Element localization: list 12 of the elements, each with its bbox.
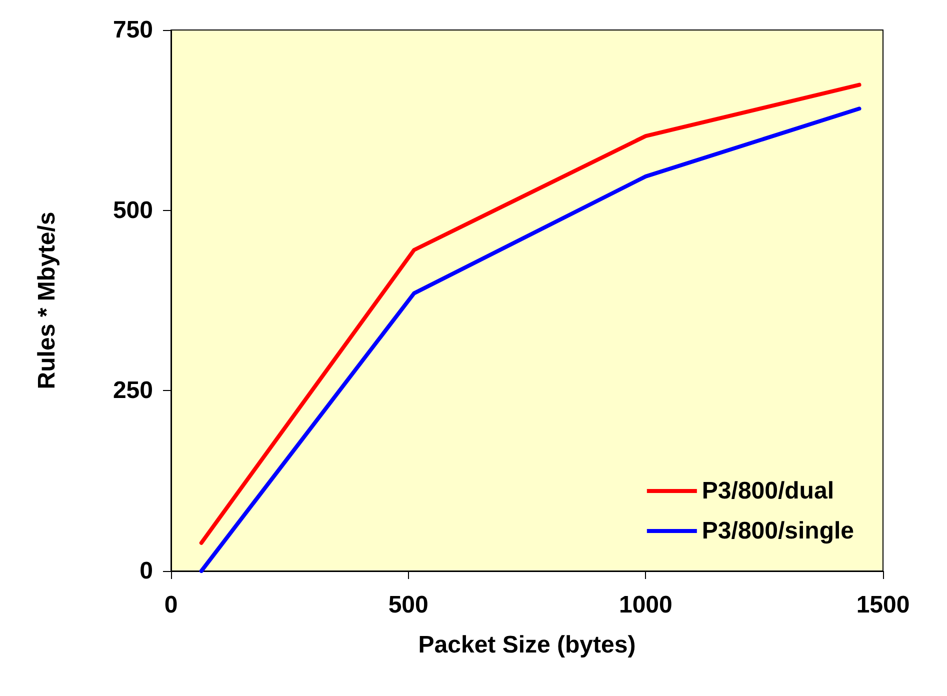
y-tick-label: 750	[112, 16, 153, 44]
y-axis-title: Rules * Mbyte/s	[34, 212, 60, 390]
legend-label: P3/800/single	[702, 518, 854, 544]
x-tick-label: 500	[388, 592, 428, 618]
y-tick-label: 500	[112, 196, 153, 224]
y-tick-label: 0	[140, 558, 153, 584]
x-tick-label: 1000	[618, 592, 672, 618]
x-axis-title: Packet Size (bytes)	[418, 632, 636, 658]
x-tick-label: 1500	[856, 592, 910, 618]
y-tick-label: 250	[112, 377, 153, 404]
x-tick-label: 0	[164, 592, 178, 618]
legend-label: P3/800/dual	[702, 478, 834, 504]
